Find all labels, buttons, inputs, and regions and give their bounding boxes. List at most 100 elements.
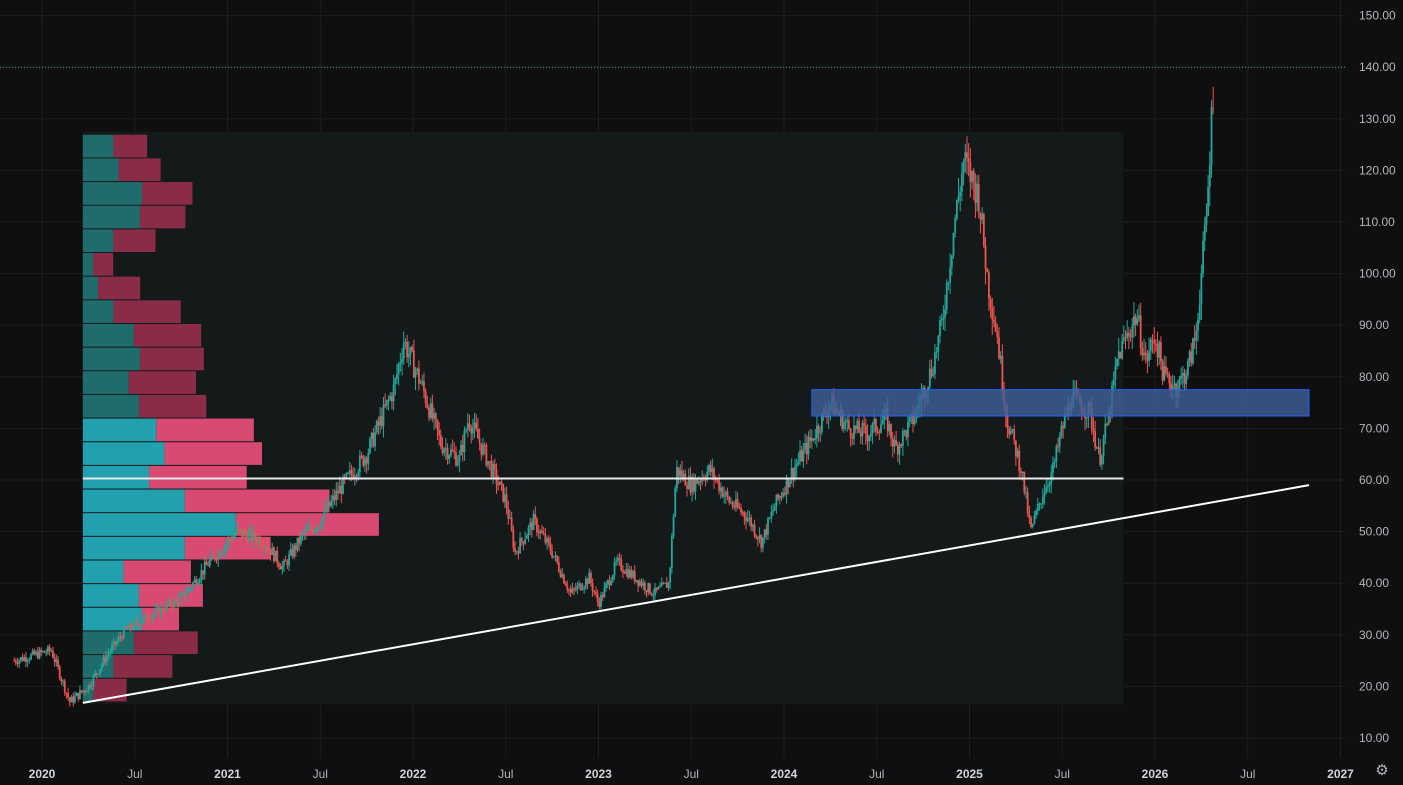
profile-bar-down: [118, 158, 161, 182]
candle-body: [583, 586, 586, 589]
candle-body: [576, 585, 579, 590]
candle-body: [1151, 339, 1154, 341]
candle-body: [266, 546, 269, 549]
candle-body: [770, 512, 773, 518]
candle-body: [288, 554, 290, 566]
chart-axes: 150.00 140.00 130.00 120.00 110.00 100.00 90.0…: [29, 9, 1396, 781]
candle-body: [396, 374, 398, 379]
candle-body: [520, 538, 523, 542]
candle-body: [230, 539, 233, 541]
candle-body: [416, 368, 419, 371]
y-axis-tick-label: 130.00: [1359, 112, 1396, 126]
candle-body: [738, 506, 741, 509]
candle-body: [844, 421, 847, 423]
candle-body: [1138, 315, 1140, 319]
profile-bar-up: [82, 158, 119, 182]
candle-body: [1009, 430, 1012, 435]
candle-body: [640, 581, 643, 586]
candle-body: [812, 438, 815, 441]
candle-body: [991, 308, 994, 320]
candle-body: [863, 423, 866, 426]
candle-body: [407, 354, 410, 358]
y-axis-tick-label: 150.00: [1359, 9, 1396, 23]
candle-body: [891, 438, 894, 447]
candle-body: [261, 546, 263, 548]
profile-bar-down: [98, 276, 141, 300]
candle-body: [418, 368, 420, 384]
candle-body: [382, 404, 385, 426]
candle-body: [780, 496, 783, 498]
profile-bar-down: [184, 536, 271, 560]
candle-body: [632, 570, 634, 578]
candle-body: [1094, 431, 1097, 448]
candle-body: [536, 518, 538, 533]
candle-body: [126, 627, 129, 629]
candle-body: [380, 416, 383, 426]
candle-body: [119, 636, 122, 638]
candle-body: [858, 420, 860, 433]
candle-body: [389, 395, 392, 400]
candle-body: [399, 362, 402, 365]
candle-body: [45, 652, 48, 654]
candle-body: [709, 464, 712, 473]
candle-body: [613, 562, 616, 576]
candle-body: [245, 534, 248, 543]
candle-body: [905, 430, 908, 438]
candle-body: [284, 560, 287, 562]
chart-drawings[interactable]: [0, 66, 1345, 704]
candle-body: [1133, 316, 1135, 326]
resistance-zone[interactable]: [811, 389, 1310, 417]
candle-body: [979, 212, 982, 220]
profile-bar-up: [82, 134, 114, 158]
candle-body: [267, 548, 270, 550]
candle-body: [316, 525, 319, 530]
candle-body: [92, 675, 95, 686]
candle-body: [1099, 447, 1102, 465]
candle-body: [299, 534, 302, 544]
candle-body: [455, 452, 457, 466]
candle-body: [846, 420, 849, 422]
candle-body: [441, 446, 444, 453]
candle-body: [475, 422, 478, 429]
candle-body: [913, 418, 916, 424]
profile-bar-down: [164, 442, 263, 465]
candle-body: [159, 607, 162, 616]
candle-body: [293, 545, 296, 557]
candle-body: [1033, 515, 1036, 524]
candle-body: [107, 653, 110, 656]
candle-body: [977, 184, 980, 213]
candle-body: [551, 551, 554, 558]
candle-body: [372, 432, 375, 447]
support-trendline[interactable]: [82, 484, 1310, 704]
candle-body: [498, 481, 501, 486]
candle-body: [1036, 503, 1039, 511]
candle-body: [888, 424, 891, 432]
candle-body: [581, 588, 584, 590]
x-axis-tick-label: 2026: [1142, 767, 1169, 781]
candle-body: [67, 693, 70, 698]
profile-bar-down: [149, 465, 247, 489]
candle-body: [453, 451, 456, 453]
candle-body: [557, 562, 560, 572]
settings-gear-icon[interactable]: ⚙: [1375, 761, 1389, 779]
candle-body: [799, 450, 801, 462]
candle-body: [1001, 355, 1004, 391]
candle-body: [1112, 379, 1115, 386]
candle-body: [1141, 348, 1144, 356]
candle-body: [85, 691, 88, 693]
candle-body: [1198, 304, 1201, 320]
candle-body: [451, 449, 454, 452]
candle-body: [14, 660, 17, 663]
candle-body: [777, 494, 779, 499]
y-axis-tick-label: 30.00: [1359, 628, 1389, 642]
candle-body: [568, 589, 570, 591]
candle-body: [542, 533, 545, 535]
candle-body: [478, 438, 481, 444]
candle-body: [537, 532, 540, 534]
candle-body: [1186, 360, 1189, 376]
candle-body: [124, 627, 127, 629]
candle-body: [515, 551, 518, 553]
candle-body: [1057, 446, 1059, 448]
candle-body: [345, 473, 348, 478]
